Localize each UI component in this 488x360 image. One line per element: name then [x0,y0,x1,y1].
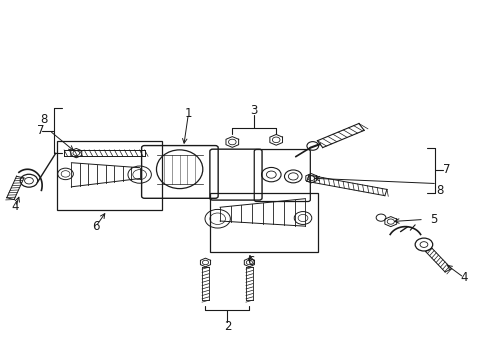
Text: 7: 7 [37,124,44,137]
Bar [57,140,161,211]
Text: 6: 6 [246,255,254,268]
Text: 2: 2 [223,320,231,333]
Text: 1: 1 [184,107,192,120]
Text: 7: 7 [442,163,449,176]
Text: 4: 4 [459,271,467,284]
Text: 8: 8 [435,184,442,197]
Text: 8: 8 [40,113,47,126]
Text: 6: 6 [92,220,100,233]
Bar [210,193,317,252]
Text: 4: 4 [12,201,19,213]
Text: 3: 3 [250,104,257,117]
Text: 5: 5 [429,213,436,226]
